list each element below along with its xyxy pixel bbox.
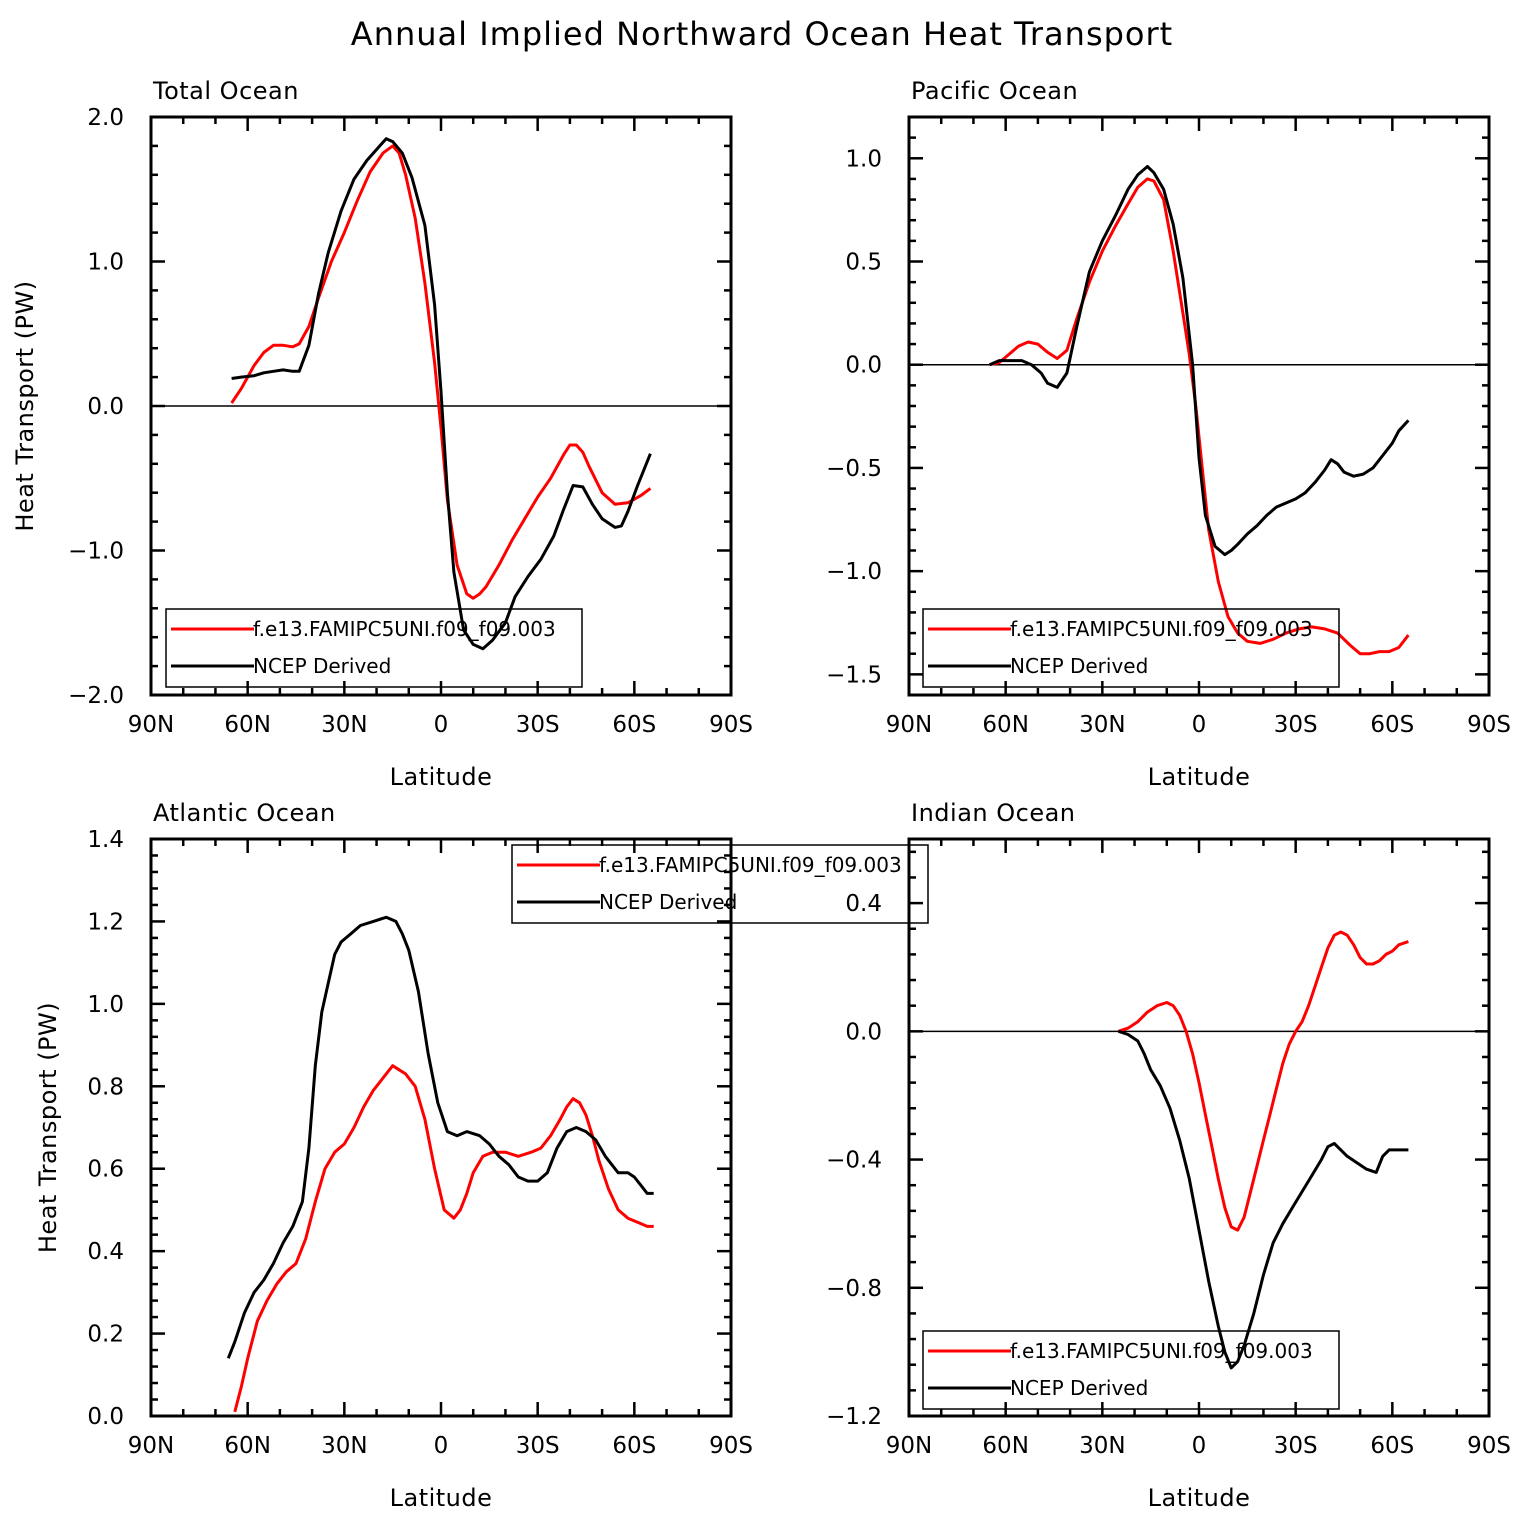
pacific-ocean-xlabel: Latitude bbox=[1148, 763, 1251, 791]
indian-ocean-xtick-label: 30N bbox=[1079, 1433, 1125, 1459]
pacific-ocean-xtick-label: 90S bbox=[1467, 712, 1511, 738]
pacific-ocean-ytick-label: −1.5 bbox=[826, 662, 882, 688]
pacific-ocean-series-ncep-line bbox=[989, 165, 1410, 557]
pacific-ocean-xtick-label: 0 bbox=[1192, 712, 1207, 738]
atlantic-ocean-panel: Atlantic Ocean 90N 60N 30N 0 30S 60S 90S 0.0 0.2 0… bbox=[34, 799, 929, 1512]
total-ocean-series-group bbox=[230, 137, 652, 651]
total-ocean-legend-label: NCEP Derived bbox=[253, 654, 391, 678]
total-ocean-frame bbox=[149, 115, 733, 697]
pacific-ocean-frame bbox=[907, 115, 1491, 697]
pacific-ocean-xtick-label: 30S bbox=[1274, 712, 1318, 738]
atlantic-ocean-xtick-label: 90N bbox=[128, 1433, 174, 1459]
figure-title: Annual Implied Northward Ocean Heat Tran… bbox=[351, 15, 1173, 53]
pacific-ocean-ytick-label: 1.0 bbox=[845, 146, 882, 172]
total-ocean-title: Total Ocean bbox=[152, 77, 299, 105]
indian-ocean-title: Indian Ocean bbox=[911, 799, 1076, 827]
atlantic-ocean-legend-label: f.e13.FAMIPC5UNI.f09_f09.003 bbox=[599, 853, 902, 877]
pacific-ocean-xtick-label: 90N bbox=[886, 712, 932, 738]
atlantic-ocean-ytick-label: 1.0 bbox=[87, 992, 124, 1018]
atlantic-ocean-xlabel: Latitude bbox=[390, 1484, 493, 1512]
indian-ocean-xlabel: Latitude bbox=[1148, 1484, 1251, 1512]
total-ocean-legend: f.e13.FAMIPC5UNI.f09_f09.003 NCEP Derived bbox=[165, 608, 583, 688]
atlantic-ocean-frame bbox=[149, 837, 733, 1418]
total-ocean-ytick-label: −1.0 bbox=[68, 539, 124, 565]
indian-ocean-legend-label: f.e13.FAMIPC5UNI.f09_f09.003 bbox=[1010, 1339, 1313, 1363]
atlantic-ocean-xtick-label: 30N bbox=[321, 1433, 367, 1459]
total-ocean-ytick-label: −2.0 bbox=[68, 683, 124, 709]
pacific-ocean-title: Pacific Ocean bbox=[911, 77, 1078, 105]
indian-ocean-ytick-label: −1.2 bbox=[826, 1404, 882, 1430]
total-ocean-xlabel: Latitude bbox=[390, 763, 493, 791]
indian-ocean-ytick-label: −0.8 bbox=[826, 1276, 882, 1302]
atlantic-ocean-ytick-label: 0.4 bbox=[87, 1239, 124, 1265]
atlantic-ocean-legend-box bbox=[511, 844, 929, 924]
pacific-ocean-legend: f.e13.FAMIPC5UNI.f09_f09.003 NCEP Derived bbox=[922, 608, 1340, 688]
atlantic-ocean-ytick-label: 0.2 bbox=[87, 1322, 124, 1348]
total-ocean-ytick-label: 0.0 bbox=[87, 394, 124, 420]
atlantic-ocean-legend: f.e13.FAMIPC5UNI.f09_f09.003 NCEP Derived bbox=[511, 844, 929, 924]
indian-ocean-ytick-label: 0.0 bbox=[845, 1019, 882, 1045]
atlantic-ocean-xtick-label: 60N bbox=[224, 1433, 270, 1459]
indian-ocean-frame bbox=[907, 837, 1491, 1418]
pacific-ocean-ytick-label: 0.0 bbox=[845, 353, 882, 379]
total-ocean-xtick-label: 0 bbox=[434, 712, 449, 738]
total-ocean-xtick-label: 60N bbox=[224, 712, 270, 738]
indian-ocean-xtick-label: 90S bbox=[1467, 1433, 1511, 1459]
total-ocean-series-ncep-line bbox=[231, 137, 652, 651]
atlantic-ocean-ytick-label: 0.8 bbox=[87, 1074, 124, 1100]
atlantic-ocean-xtick-label: 60S bbox=[612, 1433, 656, 1459]
indian-ocean-legend-box bbox=[922, 1330, 1340, 1410]
pacific-ocean-ytick-label: −1.0 bbox=[826, 559, 882, 585]
pacific-ocean-xtick-label: 30N bbox=[1079, 712, 1125, 738]
atlantic-ocean-series-ncep-line bbox=[226, 915, 654, 1359]
indian-ocean-ytick-label: 0.4 bbox=[845, 891, 882, 917]
indian-ocean-xtick-label: 60S bbox=[1370, 1433, 1414, 1459]
pacific-ocean-xtick-label: 60S bbox=[1370, 712, 1414, 738]
indian-ocean-xtick-label: 30S bbox=[1274, 1433, 1318, 1459]
indian-ocean-series-ncep-line bbox=[1117, 1029, 1409, 1370]
pacific-ocean-panel: Pacific Ocean 90N 60N 30N 0 30S 60S 90S −1.5 −1.0… bbox=[826, 77, 1511, 791]
pacific-ocean-ytick-label: −0.5 bbox=[826, 456, 882, 482]
atlantic-ocean-ytick-label: 0.0 bbox=[87, 1404, 124, 1430]
total-ocean-xtick-label: 60S bbox=[612, 712, 656, 738]
indian-ocean-legend: f.e13.FAMIPC5UNI.f09_f09.003 NCEP Derived bbox=[922, 1330, 1340, 1410]
indian-ocean-ytick-label: −0.4 bbox=[826, 1148, 882, 1174]
indian-ocean-xtick-label: 0 bbox=[1192, 1433, 1207, 1459]
total-ocean-series-model-line bbox=[230, 144, 652, 600]
atlantic-ocean-xtick-label: 90S bbox=[709, 1433, 753, 1459]
total-ocean-xtick-label: 30S bbox=[516, 712, 560, 738]
indian-ocean-xtick-label: 90N bbox=[886, 1433, 932, 1459]
atlantic-ocean-ytick-label: 0.6 bbox=[87, 1157, 124, 1183]
atlantic-ocean-series-model-line bbox=[233, 1064, 654, 1413]
indian-ocean-xtick-label: 60N bbox=[982, 1433, 1028, 1459]
total-ocean-xtick-label: 90N bbox=[128, 712, 174, 738]
indian-ocean-series-group bbox=[1117, 930, 1409, 1370]
pacific-ocean-legend-label: NCEP Derived bbox=[1010, 654, 1148, 678]
total-ocean-legend-label: f.e13.FAMIPC5UNI.f09_f09.003 bbox=[253, 617, 556, 641]
atlantic-ocean-ytick-label: 1.4 bbox=[87, 827, 124, 853]
total-ocean-xtick-label: 30N bbox=[321, 712, 367, 738]
indian-ocean-legend-label: NCEP Derived bbox=[1010, 1376, 1148, 1400]
pacific-ocean-legend-label: f.e13.FAMIPC5UNI.f09_f09.003 bbox=[1010, 617, 1313, 641]
total-ocean-ylabel: Heat Transport (PW) bbox=[11, 280, 39, 531]
pacific-ocean-ytick-label: 0.5 bbox=[845, 250, 882, 276]
atlantic-ocean-xtick-label: 0 bbox=[434, 1433, 449, 1459]
total-ocean-xtick-label: 90S bbox=[709, 712, 753, 738]
pacific-ocean-xtick-label: 60N bbox=[982, 712, 1028, 738]
indian-ocean-panel: Indian Ocean 90N 60N 30N 0 30S 60S 90S −1.2 −0.8 −… bbox=[826, 799, 1511, 1512]
atlantic-ocean-series-group bbox=[226, 915, 654, 1413]
atlantic-ocean-ylabel: Heat Transport (PW) bbox=[34, 1002, 62, 1253]
atlantic-ocean-title: Atlantic Ocean bbox=[153, 799, 336, 827]
total-ocean-panel: Total Ocean 90N 60N 30N 0 30S 60S 90S −2.0 −1.0 0.… bbox=[11, 77, 753, 791]
pacific-ocean-legend-box bbox=[922, 608, 1340, 688]
atlantic-ocean-ytick-label: 1.2 bbox=[87, 909, 124, 935]
total-ocean-legend-box bbox=[165, 608, 583, 688]
total-ocean-ytick-label: 1.0 bbox=[87, 250, 124, 276]
total-ocean-ytick-label: 2.0 bbox=[87, 105, 124, 131]
indian-ocean-series-model-line bbox=[1117, 930, 1409, 1232]
atlantic-ocean-legend-label: NCEP Derived bbox=[599, 890, 737, 914]
atlantic-ocean-xtick-label: 30S bbox=[516, 1433, 560, 1459]
